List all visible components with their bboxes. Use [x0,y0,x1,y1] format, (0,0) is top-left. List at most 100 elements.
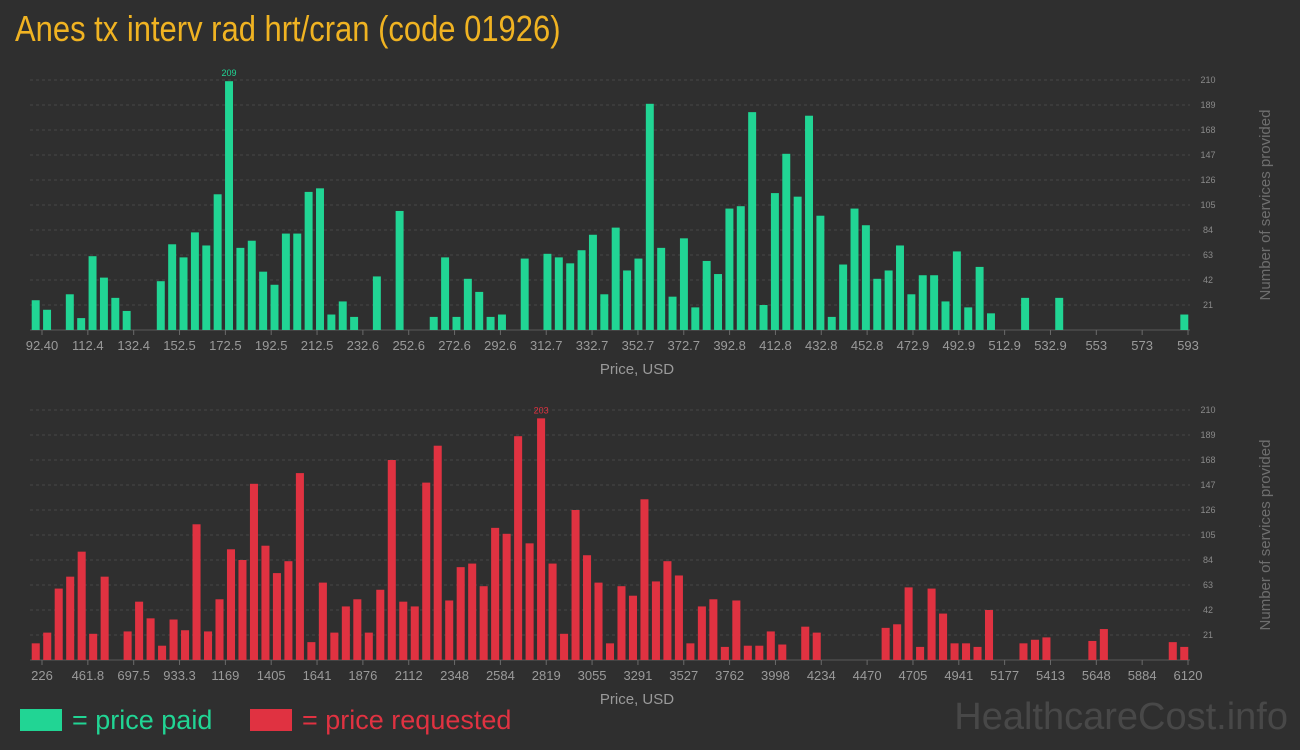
paid-bar [827,316,836,330]
requested-xtick-label: 4705 [898,668,927,683]
requested-xtick-label: 6120 [1174,668,1203,683]
requested-bar [204,631,213,660]
paid-bar [316,188,324,330]
paid-bar [156,281,165,330]
requested-xtick-label: 5884 [1128,668,1157,683]
requested-xtick-label: 4234 [807,668,836,683]
paid-ytick-label: 126 [1200,175,1215,185]
paid-bar [907,294,916,330]
requested-bar [594,582,603,660]
requested-bar [743,645,752,660]
paid-bar [497,314,506,330]
requested-bar [617,586,626,660]
watermark: HealthcareCost.info [954,696,1288,738]
paid-xtick-label: 292.6 [484,338,517,353]
requested-xtick-label: 3762 [715,668,744,683]
requested-bar [181,630,190,660]
paid-bar [816,215,825,330]
paid-ytick-label: 168 [1200,125,1215,135]
paid-bar [850,208,859,330]
requested-xtick-label: 3291 [623,668,652,683]
requested-bar [410,606,419,660]
paid-bar [930,275,939,330]
paid-bar [122,310,131,330]
requested-bar [364,632,373,660]
paid-bar [679,238,688,330]
requested-bar [583,555,592,660]
requested-ytick-label: 63 [1203,580,1213,590]
requested-xtick-label: 3055 [578,668,607,683]
requested-bar [123,631,132,660]
legend-paid-label: = price paid [72,704,213,735]
requested-bar [755,645,764,660]
requested-bar [272,573,281,660]
requested-xtick-label: 3998 [761,668,790,683]
legend-requested-label: = price requested [302,704,512,735]
requested-bar [284,561,293,660]
requested-ytick-label: 210 [1200,405,1215,415]
paid-bar [43,309,52,330]
requested-bar [548,563,557,660]
requested-bar [962,643,971,660]
paid-bar [645,103,654,330]
paid-bar [270,284,279,330]
paid-bar [759,305,768,330]
requested-bar [353,599,362,660]
requested-bar [43,632,52,660]
paid-bar [350,316,359,330]
requested-bar [697,606,706,660]
requested-xtick-label: 1405 [257,668,286,683]
paid-bar [748,112,757,330]
requested-bar [801,626,810,660]
paid-xtick-label: 492.9 [943,338,976,353]
requested-xtick-label: 2584 [486,668,515,683]
paid-bar [839,264,848,330]
paid-bar [657,247,666,330]
paid-ytick-label: 21 [1203,300,1213,310]
requested-bar [226,549,236,660]
paid-bar [577,250,586,330]
requested-bar [422,482,431,660]
legend-paid-swatch [20,709,62,731]
paid-bar [213,194,222,330]
paid-bar [236,247,245,330]
paid-bar [429,316,438,330]
requested-bar [663,561,672,660]
requested-bar [984,610,994,660]
requested-xtick-label: 4941 [944,668,973,683]
paid-xtick-label: 593 [1177,338,1199,353]
legend-price-requested: = price requested [250,703,511,737]
paid-xtick-label: 332.7 [576,338,609,353]
paid-ytick-label: 189 [1200,100,1215,110]
paid-bar [975,266,984,330]
paid-bar [793,196,802,330]
paid-xtick-label: 252.6 [392,338,425,353]
paid-xtick-label: 553 [1085,338,1107,353]
paid-ytick-label: 42 [1203,275,1213,285]
paid-bar [31,300,40,330]
paid-xtick-label: 532.9 [1034,338,1067,353]
requested-bar [1099,629,1108,660]
requested-xtick-label: 5177 [990,668,1019,683]
paid-bar [896,245,904,330]
requested-xtick-label: 5413 [1036,668,1065,683]
requested-bar [1180,646,1189,660]
paid-bar [441,257,450,330]
requested-bar [720,646,729,660]
requested-y-axis-label: Number of services provided [1257,440,1274,631]
requested-bar [158,645,167,660]
requested-bar [330,632,339,660]
requested-peak-label: 203 [534,405,549,415]
legend-price-paid: = price paid [20,703,212,737]
paid-xtick-label: 192.5 [255,338,288,353]
paid-ytick-label: 147 [1200,150,1215,160]
requested-bar [778,644,787,660]
requested-bar [514,436,523,660]
paid-xtick-label: 512.9 [988,338,1021,353]
requested-bar [927,588,936,660]
paid-bar [486,316,495,330]
paid-bar [475,291,484,330]
paid-bar [588,234,597,330]
paid-xtick-label: 272.6 [438,338,471,353]
paid-xtick-label: 412.8 [759,338,792,353]
